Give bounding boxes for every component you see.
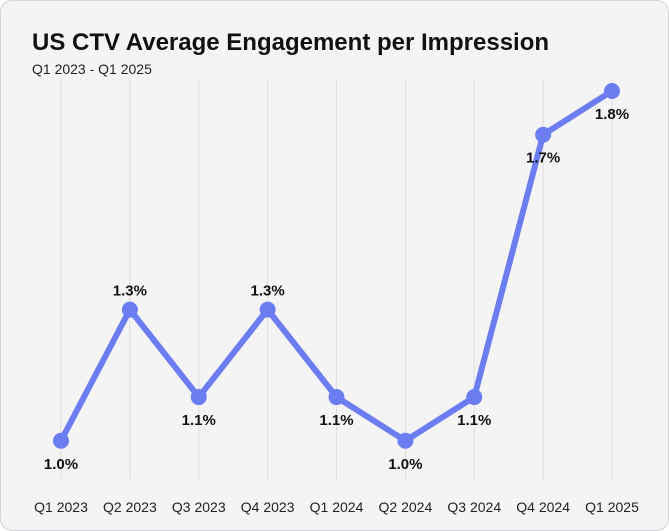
x-axis-ticks: Q1 2023 Q2 2023 Q3 2023 Q4 2023 Q1 2024 Q2 20…	[34, 499, 639, 515]
x-tick-label: Q1 2024	[310, 499, 364, 515]
data-label: 1.0%	[388, 456, 422, 473]
data-points	[53, 83, 620, 449]
data-point	[466, 389, 483, 406]
x-tick-label: Q1 2023	[34, 499, 88, 515]
data-point	[397, 432, 414, 449]
x-tick-label: Q3 2024	[447, 499, 501, 515]
data-label: 1.1%	[319, 412, 353, 429]
data-label: 1.3%	[251, 283, 285, 300]
data-point	[53, 432, 69, 449]
chart-title: US CTV Average Engagement per Impression	[32, 29, 550, 56]
data-label: 1.1%	[182, 412, 216, 429]
data-point	[535, 126, 552, 143]
x-tick-label: Q2 2023	[103, 499, 157, 515]
x-tick-label: Q4 2024	[516, 499, 570, 515]
x-tick-label: Q3 2023	[172, 499, 226, 515]
data-point	[328, 389, 345, 406]
data-label: 1.8%	[595, 106, 629, 123]
data-label: 1.0%	[44, 456, 78, 473]
gridlines	[60, 79, 613, 479]
data-point	[604, 83, 620, 99]
chart-subtitle: Q1 2023 - Q1 2025	[32, 61, 152, 77]
data-point	[259, 301, 276, 318]
data-label: 1.1%	[457, 412, 491, 429]
data-point	[121, 301, 138, 318]
x-tick-label: Q4 2023	[241, 499, 295, 515]
x-tick-label: Q2 2024	[379, 499, 433, 515]
data-point	[190, 389, 207, 406]
x-tick-label: Q1 2025	[585, 499, 639, 515]
data-label: 1.7%	[526, 150, 560, 167]
data-label: 1.3%	[113, 283, 147, 300]
data-labels: 1.0% 1.3% 1.1% 1.3% 1.1% 1.0% 1.1% 1.7% 1.8%	[44, 106, 629, 473]
